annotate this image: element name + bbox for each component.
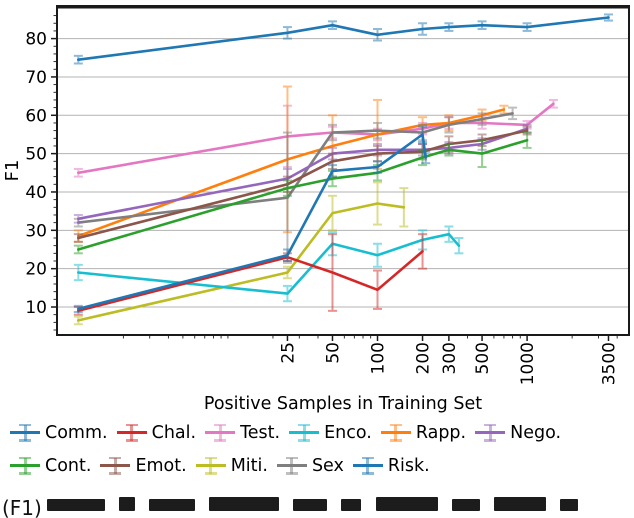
legend-item-rapp: Rapp. <box>380 422 467 443</box>
errorbar-marker-icon <box>10 423 40 443</box>
legend-label: Test. <box>240 422 281 443</box>
series-line-Risk. <box>77 16 610 62</box>
y-tick-label: 60 <box>25 106 47 126</box>
legend-item-comm: Comm. <box>10 423 108 443</box>
legend-item-test: Test. <box>205 423 280 443</box>
legend-label: Chal. <box>151 422 197 443</box>
series-Comm. <box>73 125 431 313</box>
y-tick-label: 30 <box>25 221 47 241</box>
legend-item-miti: Miti. <box>195 455 268 476</box>
x-tick-label: 50 <box>323 342 343 364</box>
y-tick-label: 50 <box>25 145 47 165</box>
x-tick-label: 500 <box>473 342 493 374</box>
errorbar-marker-icon <box>289 423 320 443</box>
caption-text: (F1) <box>2 496 42 518</box>
legend-item-risk: Risk. <box>352 455 430 476</box>
y-tick-label: 20 <box>25 260 47 280</box>
series-Cont. <box>73 131 532 255</box>
errorbar-marker-icon <box>100 456 131 476</box>
errorbar-marker-icon <box>205 423 236 443</box>
legend-label: Emot. <box>135 455 187 476</box>
legend-label: Comm. <box>45 422 108 443</box>
caption: (F1) <box>2 492 634 518</box>
legend-label: Risk. <box>387 455 430 476</box>
legend-item-cont: Cont. <box>10 456 91 476</box>
legend-item-enco: Enco. <box>289 423 372 443</box>
caption-clipped-text <box>375 497 438 511</box>
errorbar-marker-icon <box>475 423 506 443</box>
y-tick-label: 80 <box>25 30 47 50</box>
series-Chal. <box>73 233 428 316</box>
series-line-Chal. <box>77 250 424 313</box>
errorbar-marker-icon <box>380 423 411 443</box>
legend-row-1: Comm. Chal. Test. Enco. Rapp. Nego. <box>0 416 634 449</box>
x-tick-label: 1000 <box>518 342 538 385</box>
series-line-Rapp. <box>77 108 506 238</box>
y-tick-label: 70 <box>25 68 47 88</box>
series-Risk. <box>73 13 613 65</box>
series-Enco. <box>73 225 464 303</box>
x-tick-label: 300 <box>440 342 460 374</box>
y-tick-label: 40 <box>25 183 47 203</box>
caption-clipped-text <box>451 499 480 511</box>
caption-clipped-text <box>559 499 578 511</box>
legend-item-nego: Nego. <box>475 423 561 443</box>
legend-label: Rapp. <box>415 422 467 443</box>
legend-row-2: Cont. Emot. Miti. Sex Risk. <box>0 449 634 482</box>
legend-item-sex: Sex <box>276 455 344 476</box>
errorbar-marker-icon <box>352 456 383 476</box>
series-line-Miti. <box>77 202 406 322</box>
y-tick-label: 10 <box>25 298 47 318</box>
chart-legend: Comm. Chal. Test. Enco. Rapp. Nego. Cont. Emot.… <box>0 416 634 482</box>
series-line-Emot. <box>77 129 529 240</box>
legend-label: Sex <box>311 455 344 476</box>
errorbar-marker-icon <box>116 423 147 443</box>
series-line-Cont. <box>77 138 529 251</box>
x-axis-label: Positive Samples in Training Set <box>204 394 482 414</box>
legend-label: Enco. <box>324 422 372 443</box>
errorbar-marker-icon <box>276 456 307 476</box>
errorbar-marker-icon <box>195 456 226 476</box>
y-axis-label: F1 <box>2 160 23 182</box>
x-tick-label: 200 <box>414 342 434 374</box>
caption-clipped-text <box>119 497 136 511</box>
caption-clipped-text <box>149 499 196 511</box>
series-line-Enco. <box>77 232 461 295</box>
legend-label: Cont. <box>45 455 92 476</box>
caption-clipped-text <box>341 499 362 511</box>
caption-clipped-text <box>209 497 280 511</box>
caption-clipped-text <box>46 499 105 511</box>
legend-item-chal: Chal. <box>116 422 197 443</box>
x-tick-label: 25 <box>278 342 298 364</box>
x-tick-label: 100 <box>369 342 389 374</box>
series-line-Comm. <box>77 133 428 311</box>
series-Rapp. <box>73 85 509 243</box>
legend-item-emot: Emot. <box>100 455 187 476</box>
f1-vs-samples-chart: 10 20 30 40 50 60 70 80 25 50 100 200 300 500 1000 3500… <box>2 5 630 414</box>
caption-clipped-text <box>293 499 328 511</box>
caption-clipped-text <box>493 497 546 511</box>
legend-label: Nego. <box>510 422 562 443</box>
series-Miti. <box>73 181 409 326</box>
x-tick-label: 3500 <box>599 342 619 385</box>
legend-label: Miti. <box>230 455 268 476</box>
errorbar-marker-icon <box>10 456 40 476</box>
